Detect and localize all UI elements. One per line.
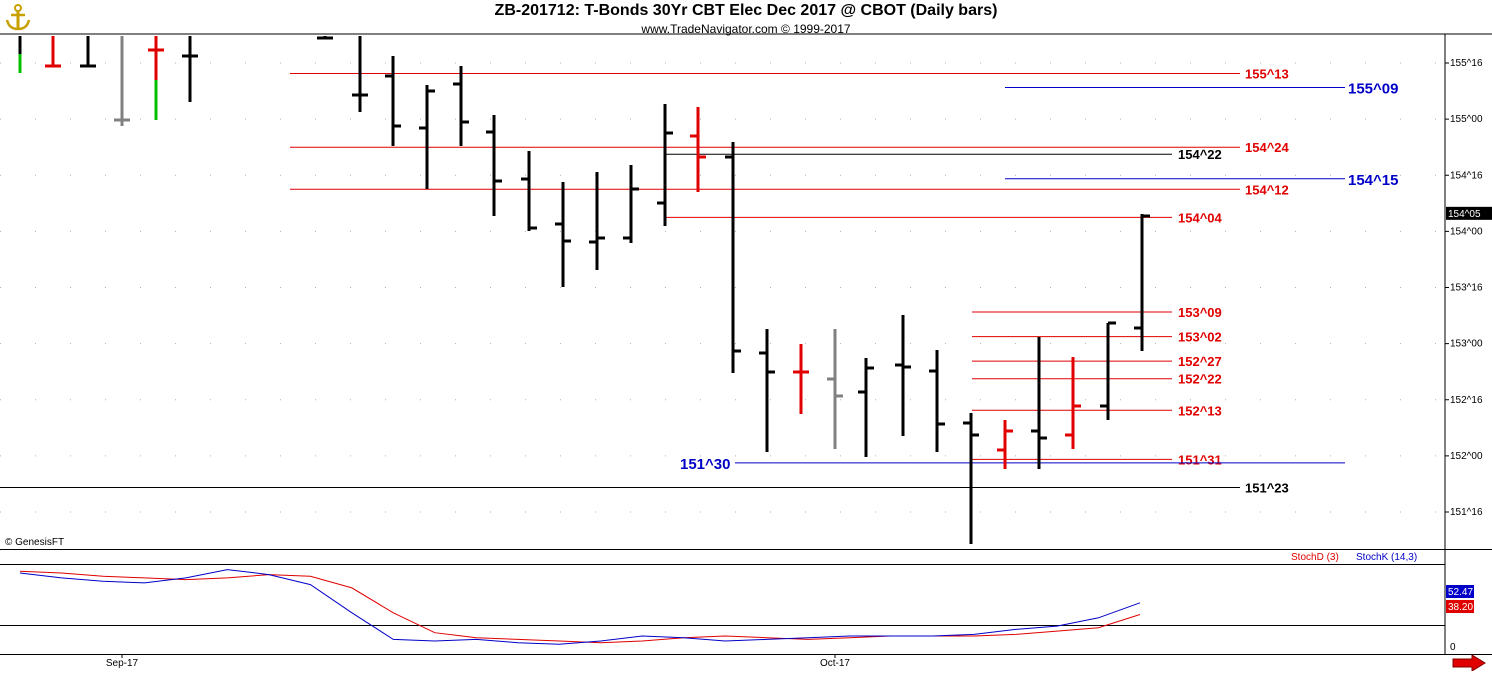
level-label-155-09: 155^09 <box>1348 81 1398 98</box>
level-label-151-30: 151^30 <box>680 456 730 473</box>
price-bar <box>80 36 96 68</box>
chart-subtitle: www.TradeNavigator.com © 1999-2017 <box>641 22 851 36</box>
price-bar <box>453 66 469 146</box>
level-label-153-02: 153^02 <box>1178 330 1222 345</box>
chart-title: ZB-201712: T-Bonds 30Yr CBT Elec Dec 201… <box>494 2 998 19</box>
price-bar <box>895 315 911 436</box>
stochd-line <box>19 570 1141 644</box>
level-label-151-23: 151^23 <box>1245 480 1289 495</box>
price-bar <box>486 115 502 216</box>
y-tick-label: 155^16 <box>1450 58 1483 69</box>
level-label-153-09: 153^09 <box>1178 305 1222 320</box>
osc-y-tick-label: 0 <box>1450 642 1456 653</box>
level-label-155-13: 155^13 <box>1245 67 1289 82</box>
y-tick-label: 153^00 <box>1450 339 1483 350</box>
price-bar <box>963 413 979 544</box>
y-tick-label: 152^16 <box>1450 395 1483 406</box>
y-tick-label: 154^00 <box>1450 226 1483 237</box>
price-bar <box>419 85 435 189</box>
level-label-154-22: 154^22 <box>1178 147 1222 162</box>
stochk-value-flag <box>1446 585 1474 598</box>
price-bar <box>827 329 843 449</box>
stochk-value: 52.47 <box>1448 587 1473 598</box>
price-bar <box>589 172 605 270</box>
price-bar <box>1134 214 1150 351</box>
y-tick-label: 151^16 <box>1450 507 1483 518</box>
stochd-value-flag <box>1446 600 1474 613</box>
level-label-154-04: 154^04 <box>1178 210 1223 225</box>
copyright-label: © GenesisFT <box>5 537 65 548</box>
price-bar <box>759 329 775 452</box>
price-bar <box>521 151 537 231</box>
x-tick-label: Sep-17 <box>106 658 139 669</box>
price-bar <box>1031 337 1047 469</box>
price-bar <box>623 165 639 243</box>
price-bar <box>997 420 1013 469</box>
level-label-154-15: 154^15 <box>1348 172 1398 189</box>
price-bar <box>1100 321 1116 420</box>
price-bar <box>45 36 61 68</box>
stochk-line <box>19 569 1141 645</box>
stochd-value: 38.20 <box>1448 602 1473 613</box>
level-label-152-27: 152^27 <box>1178 354 1222 369</box>
level-label-151-31: 151^31 <box>1178 452 1222 467</box>
price-bar <box>182 36 198 102</box>
price-bar <box>690 107 706 192</box>
scroll-right-arrow-icon[interactable] <box>1452 655 1486 671</box>
stochd-legend: StochD (3) <box>1291 552 1339 563</box>
price-bar <box>555 182 571 287</box>
stochk-legend: StochK (14,3) <box>1356 552 1418 563</box>
price-bar <box>1065 357 1081 449</box>
price-bar <box>858 358 874 457</box>
price-bar <box>657 104 673 226</box>
price-bar <box>114 36 130 126</box>
y-tick-label: 154^16 <box>1450 170 1483 181</box>
level-label-154-12: 154^12 <box>1245 182 1289 197</box>
price-bar <box>793 344 809 414</box>
price-bar <box>317 36 333 40</box>
level-label-154-24: 154^24 <box>1245 140 1290 155</box>
last-price-flag <box>1446 206 1492 220</box>
level-label-152-22: 152^22 <box>1178 372 1222 387</box>
last-price-label: 154^05 <box>1448 209 1481 220</box>
x-tick-label: Oct-17 <box>820 658 850 669</box>
price-bar <box>385 56 401 146</box>
y-tick-label: 152^00 <box>1450 451 1483 462</box>
price-bar <box>929 350 945 452</box>
y-tick-label: 155^00 <box>1450 114 1483 125</box>
price-bar <box>352 36 368 112</box>
anchor-logo-icon <box>5 4 31 31</box>
level-label-152-13: 152^13 <box>1178 403 1222 418</box>
price-bar <box>725 142 741 373</box>
y-tick-label: 153^16 <box>1450 283 1483 294</box>
